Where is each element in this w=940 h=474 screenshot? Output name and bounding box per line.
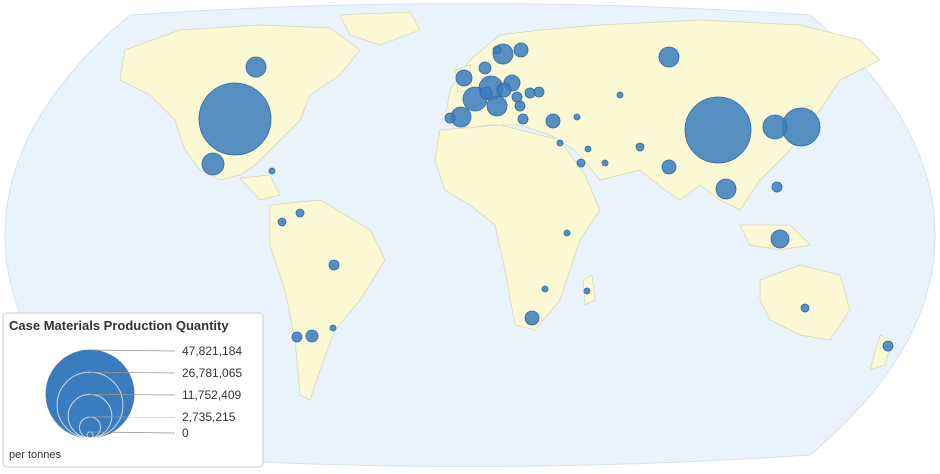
bubble	[534, 87, 544, 97]
bubble	[659, 47, 679, 67]
bubble	[296, 209, 304, 217]
bubble	[515, 101, 525, 111]
bubble	[497, 83, 511, 97]
bubble	[525, 88, 535, 98]
bubble	[479, 62, 491, 74]
bubble	[617, 92, 623, 98]
bubble	[584, 288, 590, 294]
bubble	[306, 330, 318, 342]
bubble	[487, 96, 507, 116]
bubble	[199, 83, 271, 155]
legend-label: 47,821,184	[182, 344, 242, 358]
bubble	[782, 108, 820, 146]
bubble	[480, 87, 492, 99]
bubble	[512, 92, 522, 102]
bubble	[662, 160, 676, 174]
bubble	[685, 97, 751, 163]
bubble	[772, 182, 782, 192]
bubble	[546, 114, 560, 128]
bubble	[542, 286, 548, 292]
bubble	[292, 332, 302, 342]
legend-label: 2,735,215	[182, 410, 236, 424]
bubble	[557, 140, 563, 146]
bubble	[278, 218, 286, 226]
bubble	[585, 146, 591, 152]
legend-unit: per tonnes	[9, 449, 61, 461]
bubble	[329, 260, 339, 270]
bubble	[518, 114, 528, 124]
bubble	[577, 159, 585, 167]
bubble	[602, 160, 608, 166]
legend-title: Case Materials Production Quantity	[9, 318, 229, 333]
legend-label: 26,781,065	[182, 366, 242, 380]
bubble	[801, 304, 809, 312]
bubble	[514, 43, 528, 57]
bubble	[202, 153, 224, 175]
bubble	[246, 57, 266, 77]
bubble	[269, 168, 275, 174]
bubble	[636, 143, 644, 151]
bubble	[716, 179, 736, 199]
bubble	[445, 113, 455, 123]
bubble	[456, 70, 472, 86]
bubble	[883, 341, 893, 351]
bubble	[330, 325, 336, 331]
bubble	[763, 115, 787, 139]
legend-label: 0	[182, 426, 189, 440]
legend-label: 11,752,409	[182, 388, 241, 402]
bubble	[564, 230, 570, 236]
bubble	[493, 46, 501, 54]
bubble	[574, 114, 580, 120]
bubble	[525, 311, 539, 325]
bubble	[771, 230, 789, 248]
